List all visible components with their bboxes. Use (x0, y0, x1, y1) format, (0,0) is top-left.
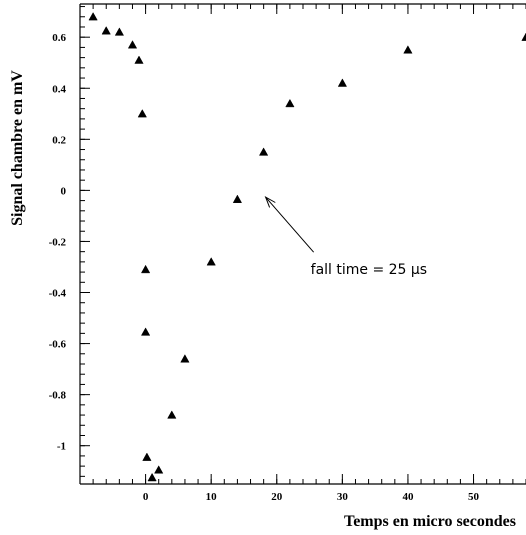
y-tick-label: -0.4 (49, 288, 67, 300)
y-tick-label: 0.4 (52, 83, 66, 95)
tick-layer: 0 10 20 30 40 50 0.6 0.4 0.2 0 -0.2 -0.4 -0.6 -0.8 -1 (49, 4, 526, 503)
x-tick-label: 0 (143, 491, 149, 503)
data-point-triangle (521, 32, 526, 41)
data-point-triangle (232, 194, 243, 203)
y-tick-label: 0 (61, 185, 67, 197)
plot-frame-layer (79, 3, 526, 485)
x-tick-label: 40 (402, 491, 414, 503)
annotation-arrow-line (265, 196, 315, 253)
y-tick-label: 0.2 (52, 134, 66, 146)
y-tick-label: -0.2 (49, 236, 67, 248)
data-point-triangle (127, 40, 138, 49)
data-point-triangle (154, 465, 164, 474)
data-point-triangle (147, 472, 157, 482)
data-point-triangle (167, 410, 177, 419)
annotation-layer: fall time = 25 μs (264, 195, 427, 278)
x-tick-label: 10 (206, 491, 218, 503)
annotation-arrow-head (264, 195, 276, 208)
y-tick-label: -1 (57, 441, 66, 453)
data-point-triangle (134, 55, 144, 64)
data-point-triangle (114, 27, 125, 36)
x-tick-label: 20 (271, 491, 283, 503)
data-point-triangle (137, 109, 147, 118)
data-point-triangle (142, 452, 152, 461)
y-tick-label: 0.6 (52, 32, 66, 44)
data-point-triangle (88, 12, 98, 21)
x-tick-label: 50 (468, 491, 480, 503)
x-tick-label: 30 (337, 491, 349, 503)
y-tick-label: -0.8 (49, 390, 67, 402)
data-markers (88, 12, 526, 482)
data-point-triangle (403, 45, 413, 54)
data-point-triangle (180, 354, 190, 363)
data-point-triangle (258, 147, 269, 156)
annotation-fall-time: fall time = 25 μs (311, 262, 427, 278)
data-point-triangle (140, 264, 151, 274)
data-point-triangle (337, 78, 348, 87)
data-point-triangle (101, 26, 111, 35)
y-axis-title: Signal chambre en mV (9, 70, 26, 226)
x-axis-title: Temps en micro secondes (344, 513, 516, 530)
data-point-triangle (285, 98, 295, 108)
data-point-triangle (206, 257, 216, 266)
data-point-triangle (140, 327, 151, 336)
y-tick-label: -0.6 (49, 339, 67, 351)
